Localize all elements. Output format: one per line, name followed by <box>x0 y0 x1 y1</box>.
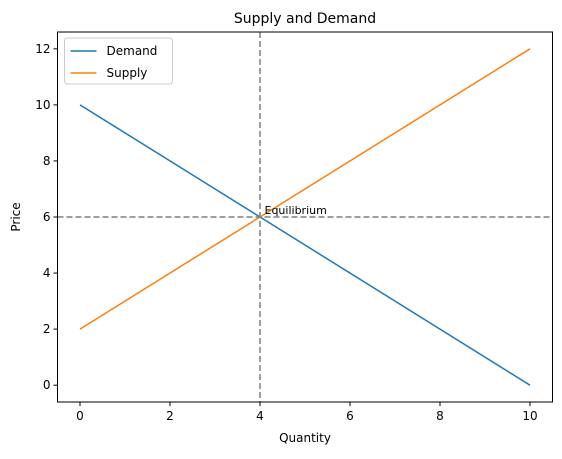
series-line <box>79 48 531 330</box>
y-tick-label: 6 <box>43 210 51 224</box>
annotation: Equilibrium <box>265 204 327 217</box>
y-tick-label: 10 <box>35 98 50 112</box>
legend-label: Demand <box>107 44 158 58</box>
chart-title: Supply and Demand <box>234 11 376 27</box>
x-tick-label: 0 <box>76 409 84 423</box>
x-tick-label: 2 <box>166 409 174 423</box>
x-tick-label: 6 <box>346 409 354 423</box>
plot-frame <box>57 31 553 403</box>
legend-label: Supply <box>107 66 148 80</box>
y-tick-label: 12 <box>35 42 50 56</box>
x-tick-label: 10 <box>522 409 537 423</box>
x-axis-label: Quantity <box>279 431 331 445</box>
y-tick-label: 2 <box>43 322 51 336</box>
x-tick-label: 4 <box>256 409 264 423</box>
x-tick-label: 8 <box>436 409 444 423</box>
y-axis-label: Price <box>9 202 23 231</box>
y-tick-label: 4 <box>43 266 51 280</box>
y-tick-label: 8 <box>43 154 51 168</box>
y-tick-label: 0 <box>43 378 51 392</box>
series-line <box>79 104 531 386</box>
